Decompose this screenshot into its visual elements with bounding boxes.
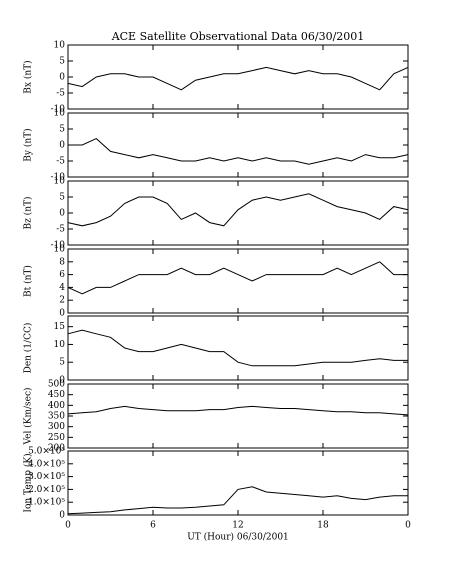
data-line — [67, 261, 408, 295]
y-tick-label: 10 — [54, 245, 66, 255]
y-tick-label: 5.0×10⁵ — [28, 447, 65, 457]
y-tick-label: 4 — [59, 283, 65, 293]
y-axis-label: Den (1/CC) — [23, 323, 34, 374]
y-tick-label: 6 — [59, 270, 65, 280]
y-tick-label: 10 — [54, 109, 66, 119]
y-tick-label: 200 — [48, 444, 65, 454]
y-tick-label: 8 — [59, 257, 65, 267]
y-tick-label: 10 — [54, 41, 66, 51]
y-tick-label: 0 — [59, 141, 65, 151]
data-line — [67, 405, 409, 416]
x-tick-label: 0 — [65, 521, 71, 531]
y-tick-label: 5 — [59, 125, 65, 135]
y-tick-label: -10 — [51, 241, 66, 251]
x-tick-label: 12 — [232, 521, 243, 531]
y-tick-label: 250 — [48, 433, 65, 443]
y-axis-label: Bx (nT) — [23, 60, 34, 93]
x-tick-label: 18 — [317, 521, 329, 531]
y-tick-label: 0 — [59, 209, 65, 219]
y-tick-label: 2 — [59, 296, 65, 306]
y-tick-label: 450 — [48, 390, 65, 400]
chart-title: ACE Satellite Observational Data 06/30/2… — [111, 30, 365, 43]
y-tick-label: 0 — [59, 309, 65, 319]
y-axis-label: Vel (Km/sec) — [23, 387, 34, 445]
y-tick-label: 0 — [59, 511, 65, 521]
y-tick-label: 5 — [59, 193, 65, 203]
y-tick-label: 1.0×10⁵ — [28, 498, 65, 508]
y-tick-label: 2.0×10⁵ — [28, 485, 65, 495]
y-tick-label: 500 — [48, 380, 65, 390]
x-axis-label: UT (Hour) 06/30/2001 — [187, 532, 289, 543]
data-line — [67, 486, 408, 515]
y-tick-label: 5 — [59, 358, 65, 368]
y-axis-label: By (nT) — [23, 128, 34, 161]
y-tick-label: -5 — [56, 89, 65, 99]
y-tick-label: -10 — [51, 173, 66, 183]
data-line — [67, 66, 409, 91]
y-tick-label: -5 — [56, 225, 65, 235]
y-tick-label: 3.0×10⁵ — [28, 472, 65, 482]
y-tick-label: 10 — [54, 177, 66, 187]
data-line — [67, 193, 409, 227]
y-axis-label: Bt (nT) — [23, 265, 34, 297]
y-axis-label: Bz (nT) — [23, 196, 34, 229]
data-line — [67, 329, 408, 367]
x-tick-label: 6 — [150, 521, 156, 531]
y-tick-label: 0 — [59, 376, 65, 386]
data-line — [68, 138, 409, 165]
y-tick-label: 350 — [48, 412, 65, 422]
y-tick-label: 5 — [59, 57, 65, 67]
y-tick-label: 4.0×10⁵ — [28, 459, 65, 469]
x-tick-label: 0 — [405, 521, 411, 531]
y-tick-label: 400 — [48, 401, 65, 411]
y-tick-label: 15 — [54, 322, 66, 332]
y-tick-label: 300 — [48, 422, 65, 432]
y-tick-label: 0 — [59, 73, 65, 83]
y-axis-label: Ion Temp (K) — [23, 453, 34, 512]
y-tick-label: -10 — [51, 105, 66, 115]
y-tick-label: 10 — [54, 340, 66, 350]
y-tick-label: -5 — [56, 157, 65, 167]
